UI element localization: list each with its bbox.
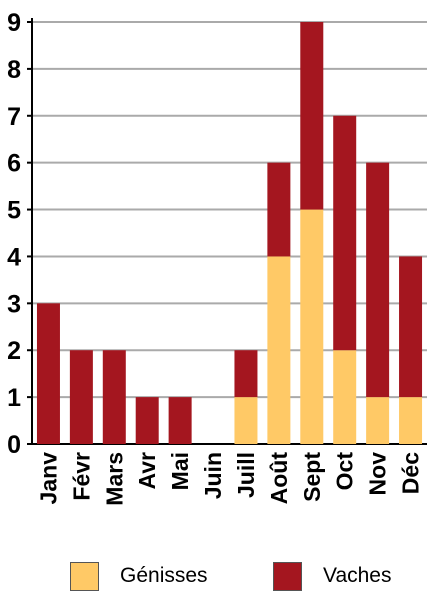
y-tick-label: 3	[7, 290, 21, 318]
bar-segment-vaches	[366, 162, 390, 398]
y-tick-label: 8	[7, 56, 21, 84]
y-tick-labels: 0 1 2 3 4 5 6 7 8 9	[7, 9, 21, 459]
bar-segment-vaches	[102, 350, 126, 444]
bar-segment-genisses	[399, 397, 423, 444]
x-tick-label: Sept	[299, 452, 325, 502]
x-tick-label: Janv	[35, 452, 61, 505]
x-tick-label: Avr	[134, 452, 160, 490]
y-tick-label: 9	[7, 9, 21, 37]
y-tick-label: 2	[7, 337, 21, 365]
bar-segment-genisses	[267, 256, 291, 444]
bars	[36, 22, 423, 444]
y-tick-label: 1	[7, 384, 21, 412]
bar-segment-vaches	[300, 22, 324, 210]
axes	[27, 18, 427, 445]
bar-segment-genisses	[333, 350, 357, 444]
y-tick-label: 5	[7, 197, 21, 225]
x-tick-label: Mai	[167, 452, 193, 490]
y-tick-label: 4	[7, 243, 21, 271]
x-tick-label: Déc	[398, 452, 424, 494]
legend-label-genisses: Génisses	[120, 564, 208, 587]
bar-segment-vaches	[36, 303, 60, 444]
x-tick-label: Oct	[332, 452, 358, 491]
y-tick-label: 6	[7, 150, 21, 178]
grid-lines	[32, 21, 427, 399]
x-tick-label: Nov	[365, 452, 391, 496]
legend-swatch-vaches	[273, 561, 302, 591]
bar-segment-vaches	[234, 350, 258, 398]
bar-segment-vaches	[399, 256, 423, 398]
bar-segment-vaches	[333, 115, 357, 351]
x-tick-label: Juill	[233, 452, 259, 498]
bar-segment-genisses	[300, 209, 324, 444]
y-tick-label: 7	[7, 103, 21, 131]
bar-segment-vaches	[69, 350, 93, 444]
bar-segment-vaches	[135, 397, 159, 444]
x-tick-label: Juin	[200, 452, 226, 499]
legend-label-vaches: Vaches	[323, 564, 392, 587]
legend-item-vaches: Vaches	[273, 560, 392, 592]
legend-item-genisses: Génisses	[70, 560, 208, 592]
bar-segment-vaches	[267, 162, 291, 257]
y-tick-label: 0	[7, 431, 21, 459]
legend-swatch-genisses	[70, 561, 99, 591]
x-tick-label: Févr	[68, 452, 94, 501]
bar-segment-genisses	[366, 397, 390, 444]
x-tick-label: Août	[266, 452, 292, 505]
x-tick-labels: Janv Févr Mars Avr Mai Juin Juill Août Sept Oct No…	[35, 452, 423, 506]
bar-segment-genisses	[234, 397, 258, 444]
bar-segment-vaches	[168, 397, 192, 444]
stacked-bar-chart: 0 1 2 3 4 5 6 7 8 9 Janv Févr Mars Avr Mai Juin Juill Ao…	[7, 9, 427, 506]
x-tick-label: Mars	[101, 452, 127, 506]
